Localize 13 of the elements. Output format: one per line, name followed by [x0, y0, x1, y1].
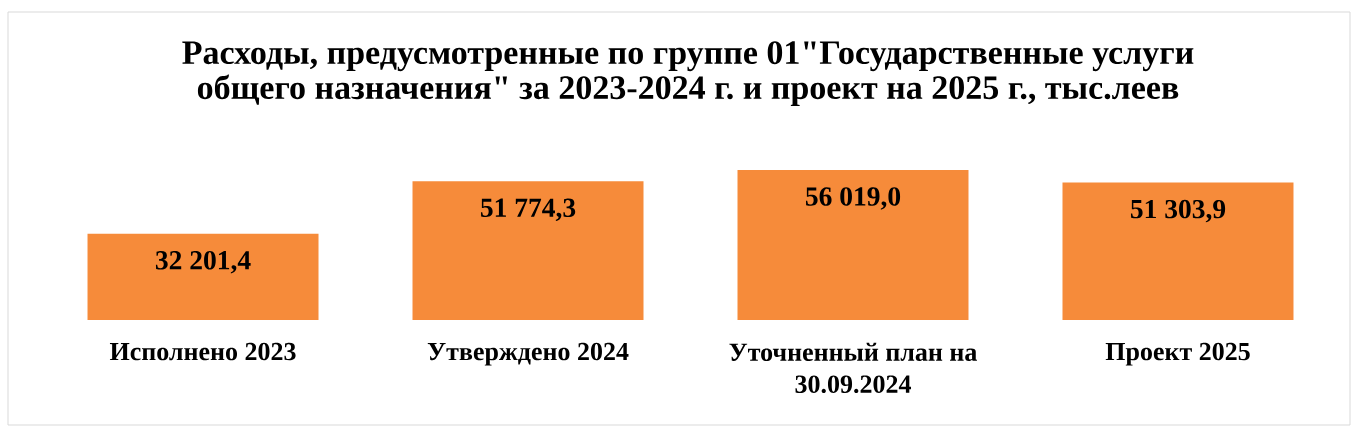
bar [87, 233, 319, 320]
x-tick-label: Утверждено 2024 [427, 342, 629, 366]
chart-title: Расходы, предусмотренные по группе 01"Государственные услуги общего назначения" за 2023-2024 г. и проект на 2025 г., тыс.леев [182, 41, 1194, 107]
data-label: 32 201,4 [155, 250, 251, 274]
x-tick-label: Уточненный план на 30.09.2024 [729, 342, 977, 394]
bar [1062, 182, 1294, 320]
data-label: 56 019,0 [805, 187, 901, 210]
data-label: 51 303,9 [1130, 199, 1226, 223]
bar [412, 181, 644, 320]
x-tick-label: Проект 2025 [1105, 342, 1250, 366]
bar [737, 169, 969, 320]
x-tick-label: Исполнено 2023 [109, 342, 296, 361]
data-label: 51 774,3 [480, 198, 576, 222]
